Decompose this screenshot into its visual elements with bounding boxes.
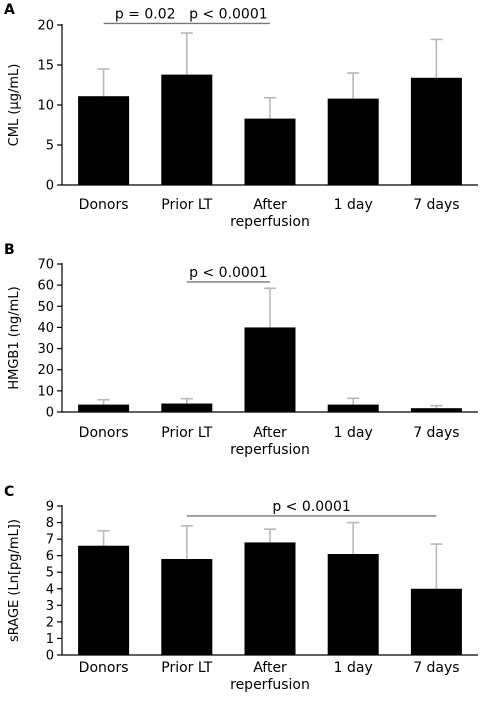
- category-label: 7 days: [413, 197, 459, 213]
- bar: [244, 327, 296, 412]
- bar: [410, 77, 462, 185]
- y-tick-label: 3: [46, 599, 54, 614]
- y-axis-label: HMGB1 (ng/mL): [7, 286, 22, 389]
- y-tick-label: 5: [46, 139, 54, 154]
- y-tick-label: 10: [37, 99, 54, 114]
- category-label: After: [253, 425, 287, 441]
- category-label: 1 day: [334, 425, 373, 441]
- y-tick-label: 10: [37, 384, 54, 399]
- category-label: Prior LT: [161, 425, 212, 441]
- y-tick-label: 70: [37, 258, 54, 273]
- bar: [78, 404, 130, 412]
- panel-letter: C: [4, 484, 14, 500]
- y-tick-label: 20: [37, 363, 54, 378]
- y-tick-label: 15: [37, 59, 54, 74]
- y-tick-label: 4: [46, 582, 54, 597]
- y-tick-label: 1: [46, 632, 54, 647]
- y-tick-label: 0: [46, 406, 54, 421]
- y-axis-label: CML (µg/mL): [7, 64, 22, 147]
- category-label: 1 day: [334, 197, 373, 213]
- bar: [78, 545, 130, 655]
- bar: [327, 404, 379, 412]
- category-label: Donors: [79, 425, 129, 441]
- y-tick-label: 2: [46, 615, 54, 630]
- y-tick-label: 0: [46, 649, 54, 664]
- y-tick-label: 30: [37, 342, 54, 357]
- panel-b: B 0 10 20 30 40 50 60 70 HMGB1 (ng/mL) Donors Prior…: [4, 242, 478, 458]
- panel-letter: A: [4, 2, 15, 18]
- y-tick-label: 60: [37, 279, 54, 294]
- bar: [244, 542, 296, 655]
- y-tick-label: 9: [46, 500, 54, 515]
- bar: [161, 403, 213, 412]
- panel-a: A 0 5 10 15 20 CML (µg/mL) Donors Prior LT Afterr…: [4, 2, 478, 230]
- panel-letter: B: [4, 242, 15, 258]
- category-label: reperfusion: [230, 214, 310, 230]
- y-tick-label: 5: [46, 566, 54, 581]
- category-label: Donors: [79, 660, 129, 676]
- bar: [244, 118, 296, 185]
- y-tick-label: 20: [37, 19, 54, 34]
- y-axis-label: sRAGE (Ln[pg/mL]): [7, 519, 22, 642]
- y-tick-label: 7: [46, 533, 54, 548]
- category-label: reperfusion: [230, 442, 310, 458]
- bar: [327, 554, 379, 655]
- category-label: Donors: [79, 197, 129, 213]
- category-label: After: [253, 660, 287, 676]
- bar: [410, 588, 462, 655]
- y-tick-label: 50: [37, 300, 54, 315]
- category-label: 7 days: [413, 425, 459, 441]
- p-value-label: p < 0.0001: [189, 6, 268, 22]
- category-label: Prior LT: [161, 197, 212, 213]
- category-label: After: [253, 197, 287, 213]
- bar: [161, 74, 213, 185]
- p-value-label: p < 0.0001: [189, 265, 268, 281]
- bar: [78, 96, 130, 185]
- p-value-label: p = 0.02: [115, 6, 176, 22]
- category-label: 1 day: [334, 660, 373, 676]
- panel-c: C 0 1 23 45 67 89 sRAGE (Ln[pg/mL]) Donors Prior …: [4, 484, 478, 693]
- bar: [327, 98, 379, 185]
- category-label: Prior LT: [161, 660, 212, 676]
- category-label: 7 days: [413, 660, 459, 676]
- p-value-label: p < 0.0001: [272, 499, 351, 515]
- y-tick-label: 6: [46, 549, 54, 564]
- category-label: reperfusion: [230, 677, 310, 693]
- bar: [161, 558, 213, 655]
- bar: [410, 408, 462, 412]
- y-tick-label: 40: [37, 321, 54, 336]
- y-tick-label: 0: [46, 179, 54, 194]
- y-tick-label: 8: [46, 516, 54, 531]
